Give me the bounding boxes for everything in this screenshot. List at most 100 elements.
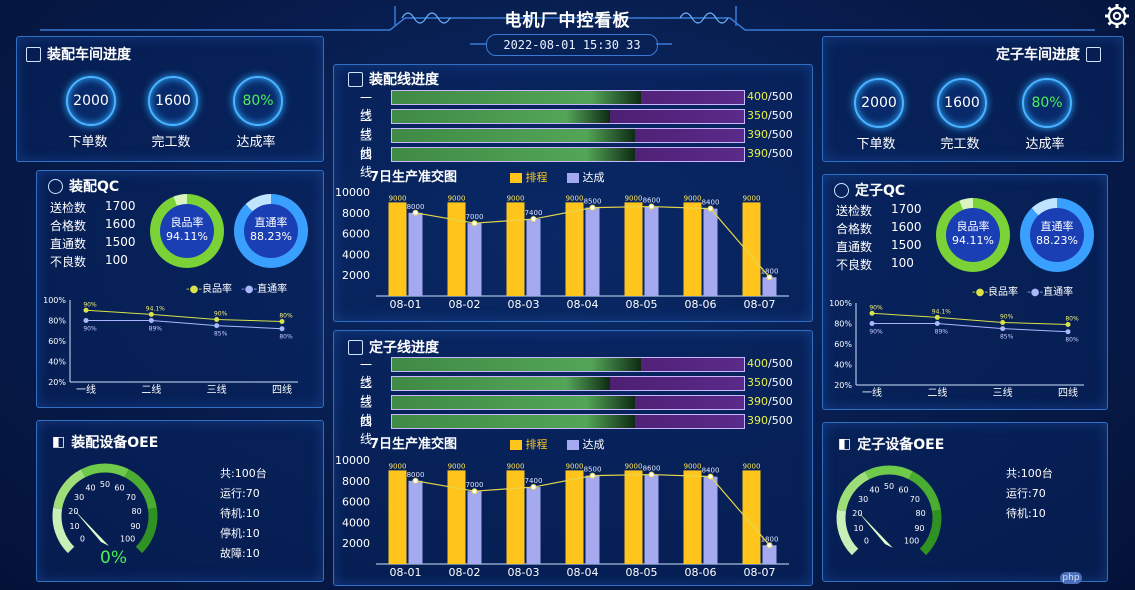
camera-icon: ◧	[838, 436, 852, 452]
s2-point	[1065, 329, 1071, 335]
gauge-tick-label: 50	[884, 482, 894, 491]
legend-plan-swatch	[510, 440, 522, 450]
gauge-segment	[919, 509, 942, 556]
plan-data-label: 9000	[625, 194, 643, 202]
progress-track	[391, 376, 745, 391]
plan-data-label: 9000	[448, 194, 466, 202]
gauge-tick-label: 70	[126, 493, 136, 502]
s1-line	[871, 312, 1069, 326]
gauge-segment	[52, 507, 75, 554]
top-chart-legend: 排程 达成	[510, 169, 605, 185]
gauge-tick-label: 50	[100, 480, 110, 489]
gauge-segment	[837, 471, 870, 512]
left-workshop-title: 装配车间进度	[26, 44, 131, 64]
trend-point	[530, 484, 537, 491]
s1-point	[934, 314, 940, 320]
done-bar	[467, 223, 482, 296]
trend-point	[707, 473, 714, 480]
plan-data-label: 9000	[448, 462, 466, 470]
progress-done: 350	[747, 376, 768, 389]
progress-fill	[392, 110, 610, 123]
right-oee-panel	[822, 422, 1108, 582]
gear-icon[interactable]	[1104, 3, 1130, 29]
y-tick-label: 20%	[834, 381, 852, 390]
qc-row: 送检数 1700	[50, 199, 136, 215]
left-rate-label: 达成率	[236, 135, 276, 150]
right-pass-donut: 直通率 88.23%	[1020, 198, 1094, 272]
gauge-tick-label: 10	[69, 522, 79, 531]
qc-row: 不良数 100	[836, 256, 914, 272]
watermark-logo: php	[1060, 572, 1082, 584]
gauge-tick-label: 0	[80, 535, 85, 544]
gauge-tick-label: 90	[130, 522, 140, 531]
plan-bar	[683, 470, 702, 564]
x-tick-label: 08-03	[508, 298, 540, 311]
progress-row-label: 一线	[360, 91, 373, 122]
gauge-tick-label: 90	[914, 524, 924, 533]
done-bar	[762, 545, 777, 564]
progress-total: /500	[768, 128, 793, 141]
s1-label: 90%	[83, 301, 97, 308]
y-tick-label: 10000	[335, 186, 370, 199]
progress-value: 390/500	[747, 128, 793, 141]
x-tick-label: 08-02	[449, 298, 481, 311]
s1-label: 90%	[1000, 313, 1014, 320]
s2-label: 89%	[935, 329, 949, 336]
progress-done: 390	[747, 414, 768, 427]
gauge-segment	[836, 509, 859, 556]
s1-label: 94.1%	[932, 308, 951, 315]
s1-label: 80%	[279, 313, 293, 320]
plan-bar	[742, 202, 761, 296]
plan-data-label: 9000	[743, 194, 761, 202]
x-tick-label: 二线	[141, 383, 161, 396]
progress-fill	[392, 129, 635, 142]
y-tick-label: 4000	[342, 248, 370, 261]
progress-total: /500	[768, 357, 793, 370]
plan-data-label: 9000	[389, 194, 407, 202]
gauge-segment	[865, 465, 913, 480]
left-qc-line-chart: 100% 80% 60% 40% 20% 一线 二线 三线 四线 90% 94.1% 90% 80% 90…	[43, 296, 298, 396]
progress-fill	[392, 377, 610, 390]
s2-label: 80%	[1065, 337, 1079, 344]
x-tick-label: 08-06	[685, 298, 717, 311]
progress-value: 390/500	[747, 395, 793, 408]
top-bar-chart: 1000080006000400020009000800008-01900070…	[335, 186, 789, 311]
progress-track	[391, 147, 745, 162]
trend-point	[471, 220, 478, 227]
plan-bar	[447, 202, 466, 296]
plan-bar	[683, 202, 702, 296]
plan-bar	[565, 470, 584, 564]
x-tick-label: 08-06	[685, 566, 717, 579]
progress-fill	[392, 148, 635, 161]
left-done-label: 完工数	[151, 135, 191, 150]
progress-value: 400/500	[747, 357, 793, 370]
x-tick-label: 三线	[993, 386, 1013, 399]
x-tick-label: 08-03	[508, 566, 540, 579]
x-tick-label: 三线	[207, 383, 227, 396]
progress-track	[391, 395, 745, 410]
s2-point	[83, 318, 89, 323]
progress-done: 390	[747, 147, 768, 160]
left-qc-legend: -●-良品率 -●-直通率	[186, 284, 288, 295]
progress-row-label: 三线	[360, 396, 373, 427]
trend-point	[648, 471, 655, 478]
done-data-label: 8600	[643, 197, 661, 205]
progress-done: 390	[747, 395, 768, 408]
target-icon	[48, 178, 63, 194]
x-tick-label: 08-05	[626, 566, 658, 579]
x-tick-label: 一线	[862, 386, 882, 399]
target-icon	[834, 182, 849, 198]
done-bar	[526, 219, 541, 296]
right-done-label: 完工数	[940, 137, 980, 152]
trend-point	[648, 203, 655, 210]
y-tick-label: 6000	[342, 228, 370, 241]
qc-row: 直通数 1500	[50, 235, 136, 251]
progress-row-label: 一线	[360, 358, 373, 389]
done-data-label: 1800	[761, 267, 779, 275]
s2-line	[872, 323, 1069, 333]
gauge-segment	[53, 469, 86, 510]
dashboard-title: 电机厂中控看板	[504, 11, 631, 31]
right-oee-status-list: 共:100台 运行:70 待机:10	[1006, 467, 1053, 520]
y-tick-label: 60%	[834, 340, 852, 349]
s1-point	[869, 310, 875, 316]
